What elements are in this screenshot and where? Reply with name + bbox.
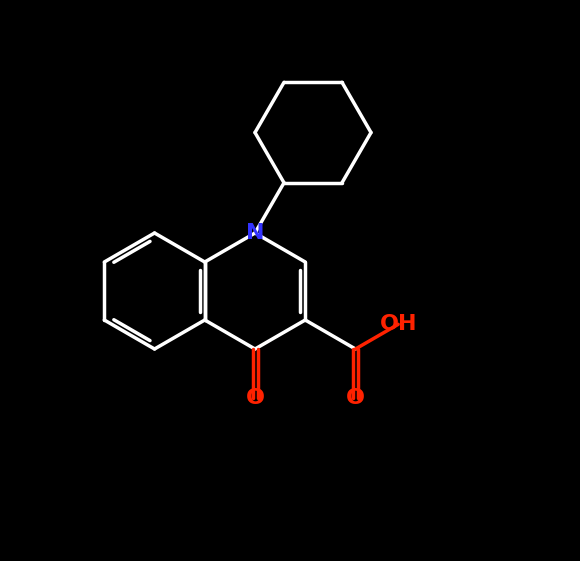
- Text: O: O: [245, 388, 264, 408]
- Text: O: O: [346, 388, 365, 408]
- Text: N: N: [246, 223, 264, 243]
- Text: OH: OH: [379, 314, 417, 334]
